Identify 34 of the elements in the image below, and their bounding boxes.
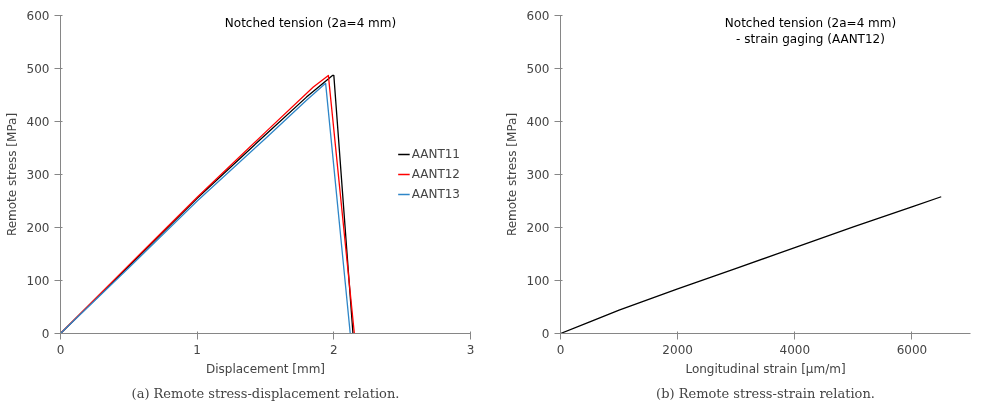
x-tick-label: 0 — [556, 342, 565, 357]
line-series — [560, 196, 942, 334]
y-tick-label: 200 — [26, 221, 50, 235]
y-axis-title: Remote stress [MPa] — [4, 112, 19, 237]
legend-label: AANT13 — [411, 187, 460, 201]
text: (a) Remote stress-displacement relation. — [131, 385, 400, 401]
y-tick-label: 100 — [526, 274, 550, 288]
y-tick-label: 0 — [541, 327, 550, 341]
y-tick-label: 400 — [526, 115, 550, 129]
y-tick-label: 300 — [526, 168, 550, 182]
x-tick-label: 1 — [193, 342, 201, 357]
x-tick-label: 2000 — [662, 342, 693, 357]
y-tick-label: 500 — [26, 62, 50, 76]
x-tick-label: 4000 — [779, 342, 811, 357]
y-tick-label: 0 — [41, 327, 50, 341]
x-tick-label: 0 — [56, 342, 65, 357]
y-tick-label: 600 — [26, 9, 50, 23]
text: (b) Remote stress-strain relation. — [656, 385, 875, 401]
x-axis-title: Longitudinal strain [µm/m] — [685, 361, 846, 376]
chart-title: Notched tension (2a=4 mm) — [224, 15, 397, 30]
y-tick-label: 400 — [26, 115, 50, 129]
legend-label: AANT11 — [411, 147, 460, 161]
x-tick-label: 2 — [330, 342, 338, 357]
y-axis-title: Remote stress [MPa] — [504, 112, 519, 237]
y-tick-label: 600 — [526, 9, 550, 23]
y-tick-label: 500 — [526, 62, 550, 76]
y-tick-label: 100 — [26, 274, 50, 288]
y-tick-label: 300 — [26, 168, 50, 182]
x-axis-title: Displacement [mm] — [205, 361, 326, 376]
x-tick-label: 3 — [466, 342, 475, 357]
x-tick-label: 6000 — [896, 342, 928, 357]
y-tick-label: 200 — [526, 221, 550, 235]
text: Notched tension (2a=4 mm) - strain gaging (AANT12) — [724, 15, 897, 47]
legend-label: AANT12 — [411, 167, 460, 181]
